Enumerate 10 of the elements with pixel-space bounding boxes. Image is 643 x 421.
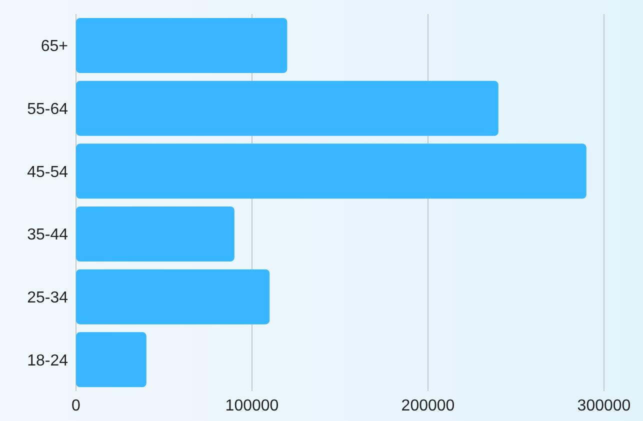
x-tick-label: 100000 [225,397,279,414]
y-tick-label: 45-54 [27,164,68,181]
x-tick-label: 0 [72,397,81,414]
y-tick-label: 65+ [40,38,68,56]
x-tick-label: 300000 [577,397,631,414]
y-tick-label: 55-64 [27,100,68,118]
y-tick-label: 18-24 [27,352,68,370]
y-tick-label: 25-34 [27,289,68,306]
x-tick-label: 200000 [401,397,455,414]
y-tick-label: 35-44 [27,226,68,244]
